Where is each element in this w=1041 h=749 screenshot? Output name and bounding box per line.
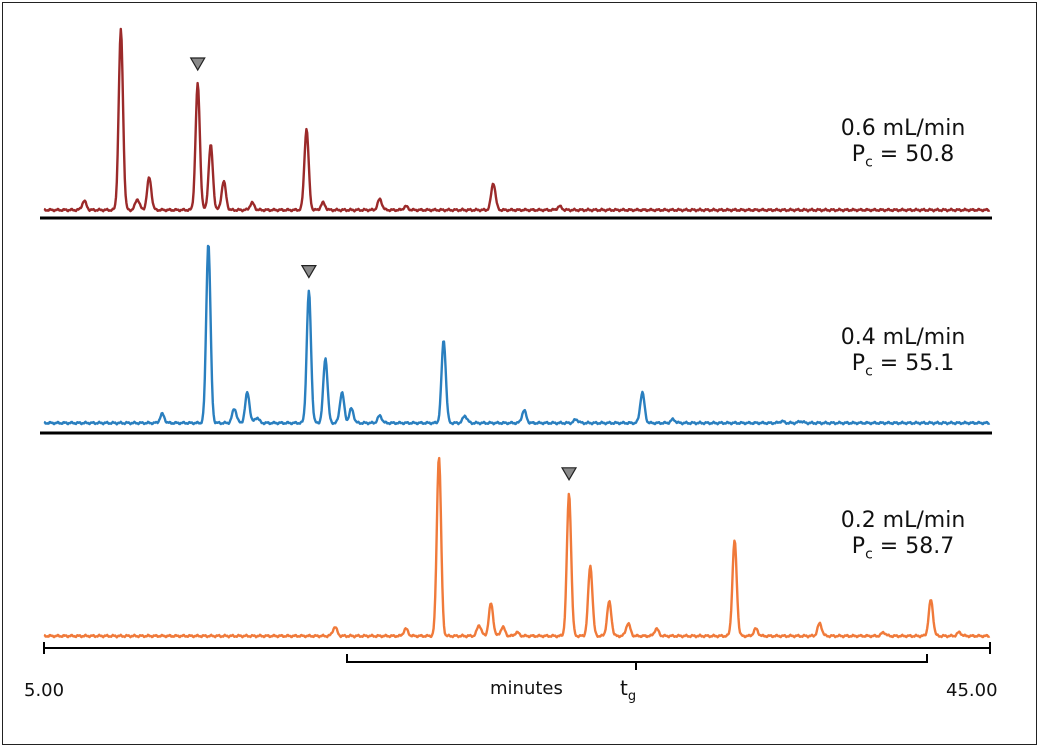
panel-2-pc: Pc = 58.7	[851, 534, 955, 563]
peak-marker-0	[189, 57, 206, 72]
series-trace-2	[43, 456, 991, 639]
x-tick-start-label: 5.00	[24, 680, 65, 701]
panel-1-flow-rate: 0.4 mL/min	[840, 325, 966, 350]
panel-0-flow-rate: 0.6 mL/min	[840, 116, 966, 141]
panel-2-flow-rate: 0.2 mL/min	[840, 508, 966, 533]
panel-0-pc: Pc = 50.8	[851, 142, 955, 171]
panel-1-label: 0.4 mL/min Pc = 55.1	[818, 325, 988, 384]
series-trace-1	[43, 244, 991, 426]
panel-0-label: 0.6 mL/min Pc = 50.8	[818, 116, 988, 175]
panel-1-pc: Pc = 55.1	[851, 351, 955, 380]
tg-label: tg	[620, 676, 637, 704]
peak-marker-2	[560, 467, 578, 481]
peak-marker-1	[300, 265, 317, 279]
x-axis-label: minutes	[490, 678, 563, 699]
panel-2-label: 0.2 mL/min Pc = 58.7	[818, 508, 988, 567]
gradient-time-bracket	[346, 654, 928, 663]
x-tick-end-label: 45.00	[946, 680, 998, 701]
series-trace-0	[43, 27, 991, 213]
